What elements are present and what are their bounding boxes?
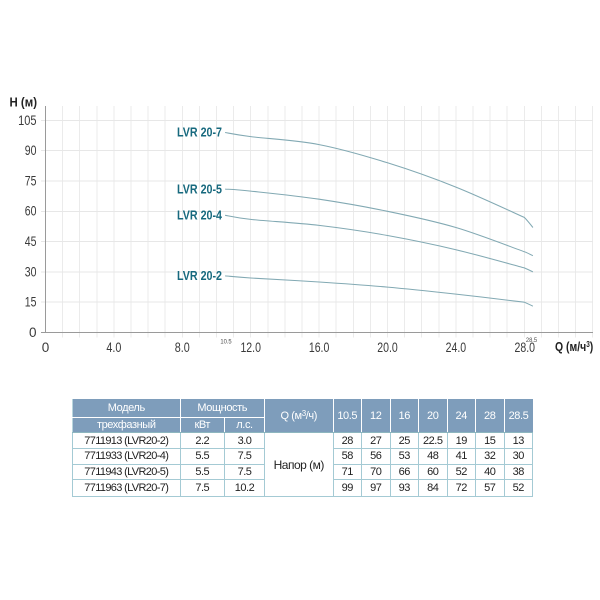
svg-text:45: 45 [25,234,37,249]
svg-text:LVR 20-4: LVR 20-4 [177,209,222,223]
svg-text:LVR 20-5: LVR 20-5 [177,182,222,196]
svg-text:LVR 20-7: LVR 20-7 [177,126,222,140]
svg-text:Q (м/ч3): Q (м/ч3) [555,339,593,354]
svg-text:105: 105 [18,113,36,128]
svg-text:28.0: 28.0 [515,340,536,355]
svg-text:90: 90 [25,143,37,158]
svg-text:16.0: 16.0 [309,340,330,355]
svg-text:10.5: 10.5 [220,338,232,345]
svg-text:H (м): H (м) [10,94,38,109]
svg-text:4.0: 4.0 [106,340,121,355]
svg-text:LVR 20-2: LVR 20-2 [177,269,222,283]
svg-text:0: 0 [42,340,50,355]
svg-text:28.5: 28.5 [526,337,538,344]
svg-text:15: 15 [25,295,37,310]
svg-text:0: 0 [29,325,37,340]
svg-text:8.0: 8.0 [175,340,190,355]
svg-text:12.0: 12.0 [240,340,261,355]
svg-text:24.0: 24.0 [446,340,467,355]
svg-text:75: 75 [25,173,37,188]
svg-text:30: 30 [25,264,37,279]
svg-text:20.0: 20.0 [377,340,398,355]
svg-text:60: 60 [25,204,37,219]
